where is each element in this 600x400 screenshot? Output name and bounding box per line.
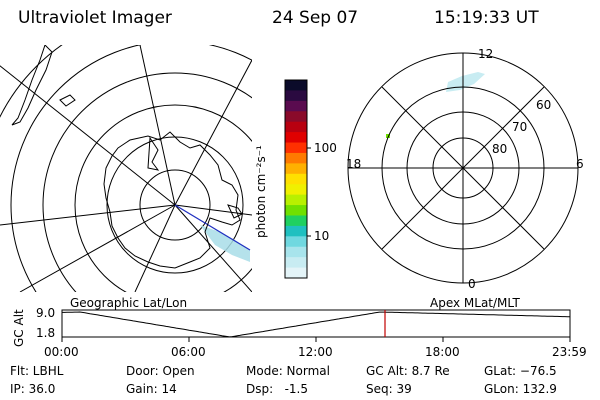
colorbar-band	[285, 121, 307, 133]
info-door: Door: Open	[126, 364, 195, 378]
timeline-left-title: Geographic Lat/Lon	[70, 296, 188, 310]
info-mode: Mode: Normal	[246, 364, 330, 378]
timeline-xtick-2: 12:00	[298, 345, 333, 359]
mlt-label-6: 6	[576, 157, 584, 171]
meridian-lines	[0, 45, 252, 292]
timeline-plot	[61, 309, 571, 342]
colorbar-band	[285, 163, 307, 175]
info-flt: Flt: LBHL	[10, 364, 64, 378]
timeline-xtick-0: 00:00	[44, 345, 79, 359]
timeline-ytick-bottom: 1.8	[36, 326, 56, 340]
info-dsp: Dsp: -1.5	[246, 382, 309, 396]
colorbar-band	[285, 184, 307, 196]
colorbar-band	[285, 152, 307, 164]
date-label: 24 Sep 07	[272, 8, 359, 28]
time-label: 15:19:33 UT	[434, 8, 539, 28]
timeline-yaxis-label: GC Alt	[12, 309, 26, 347]
colorbar-band	[285, 90, 307, 102]
mlt-label-18: 18	[346, 157, 362, 171]
colorbar-band	[285, 194, 307, 206]
info-gain: Gain: 14	[126, 382, 177, 396]
colorbar-tick-10: 10	[314, 229, 330, 243]
colorbar-band	[285, 267, 307, 279]
timeline-frame	[61, 309, 571, 338]
polar-dot	[386, 134, 390, 138]
geographic-map	[0, 45, 252, 292]
colorbar-tick-100: 100	[314, 141, 337, 155]
info-gcalt: GC Alt: 8.7 Re	[366, 364, 450, 378]
timeline-xtick-4: 23:59	[552, 345, 587, 359]
colorbar-band	[285, 257, 307, 269]
timeline-xtick-3: 18:00	[425, 345, 460, 359]
mlt-label-0: 0	[468, 277, 476, 291]
instrument-title: Ultraviolet Imager	[18, 8, 172, 28]
antarctica-coastline	[103, 131, 241, 269]
colorbar-band	[285, 236, 307, 248]
orbit-altitude-curve	[62, 311, 571, 338]
colorbar-band	[285, 80, 307, 91]
south-america-coastline	[11, 45, 53, 126]
latitude-circles	[0, 45, 252, 292]
colorbar-band	[285, 132, 307, 144]
mlt-label-12: 12	[478, 47, 494, 61]
terminator-line	[174, 204, 251, 251]
colorbar-unit-label: photon cm⁻²s⁻¹	[254, 145, 268, 238]
info-glat: GLat: −76.5	[484, 364, 557, 378]
colorbar-band	[285, 225, 307, 237]
info-seq: Seq: 39	[366, 382, 412, 396]
mlat-label-80: 80	[492, 142, 508, 156]
colorbar-band	[285, 246, 307, 258]
timeline-ytick-top: 9.0	[36, 306, 56, 320]
colorbar-band	[285, 205, 307, 216]
colorbar-frame	[284, 79, 308, 279]
info-ip: IP: 36.0	[10, 382, 56, 396]
mlat-label-70: 70	[512, 120, 528, 134]
colorbar-band	[285, 142, 307, 154]
timeline-right-title: Apex MLat/MLT	[430, 296, 520, 310]
colorbar	[285, 80, 307, 279]
colorbar-band	[285, 173, 307, 185]
aurora-patch	[200, 225, 250, 262]
timeline-xtick-1: 06:00	[171, 345, 206, 359]
polar-plot	[347, 52, 579, 284]
colorbar-band	[285, 111, 307, 123]
colorbar-band	[285, 215, 307, 227]
colorbar-band	[285, 100, 307, 112]
mlat-label-60: 60	[536, 98, 552, 112]
info-glon: GLon: 132.9	[484, 382, 557, 396]
